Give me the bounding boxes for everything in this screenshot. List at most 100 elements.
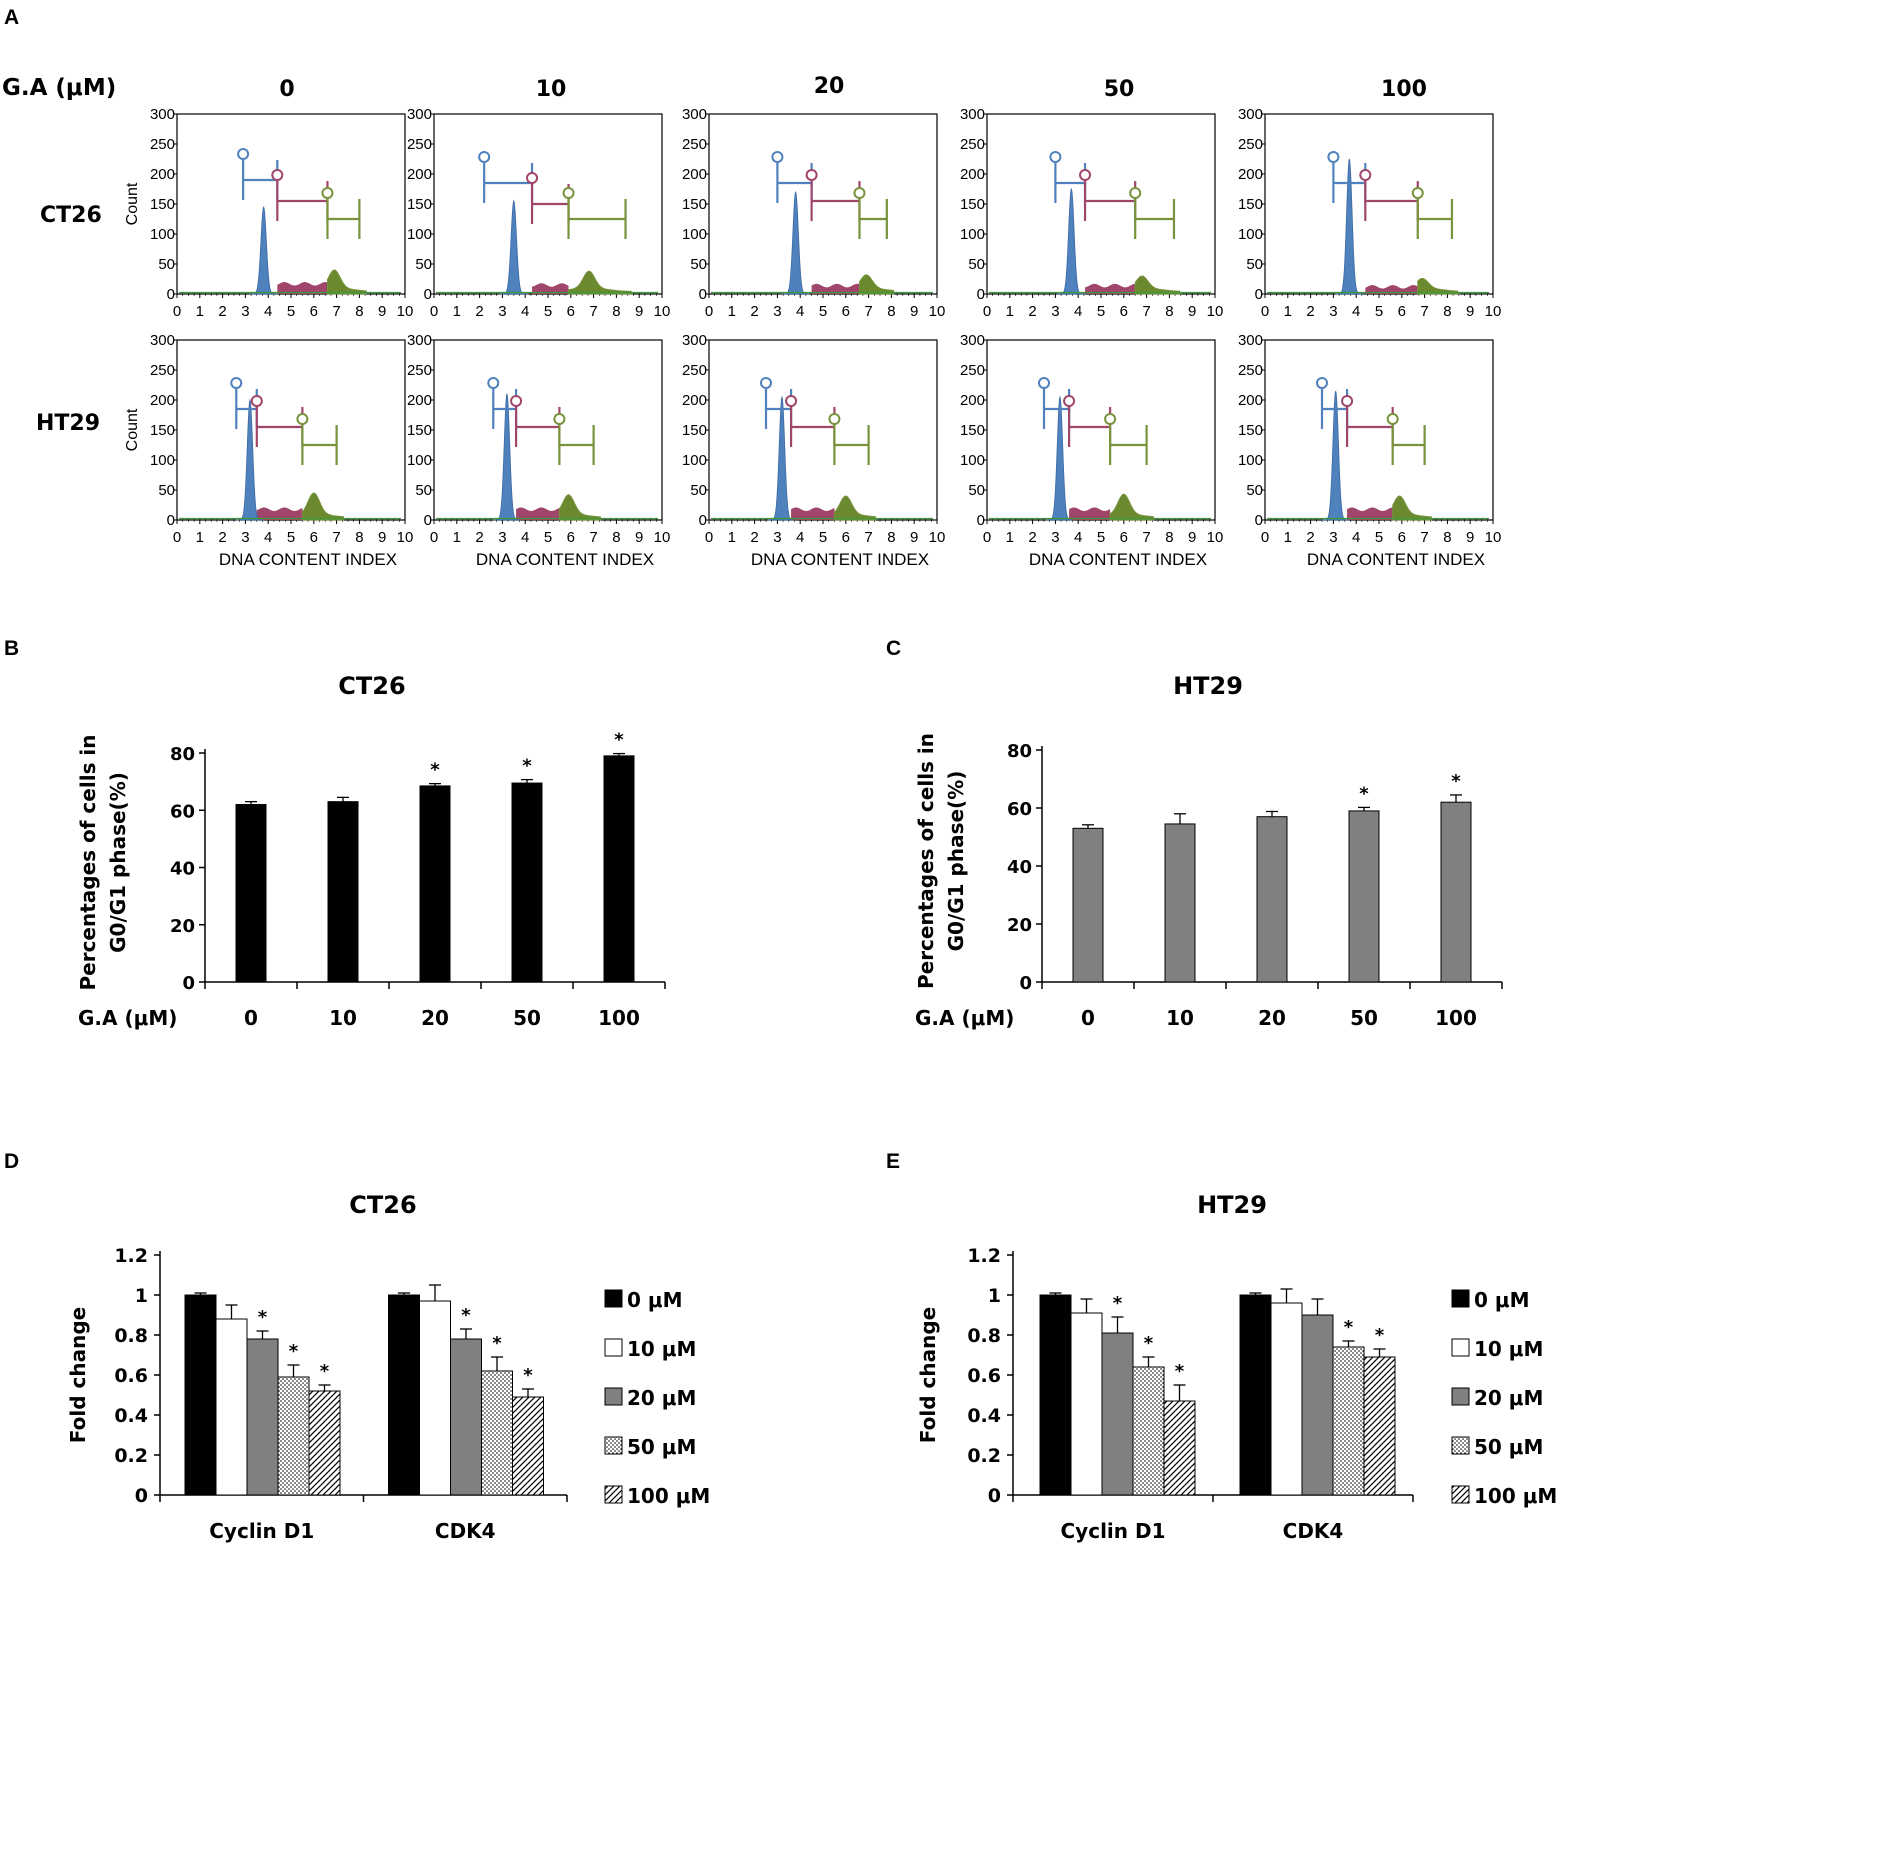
y-tick-label: 0.4 (114, 1405, 148, 1427)
bar-cdk4-series-1 (1270, 1302, 1303, 1496)
significance-star: * (1175, 1361, 1185, 1382)
y-tick-label: 0 (1255, 512, 1263, 529)
s-phase-area (811, 283, 860, 294)
x-tick-label: 4 (264, 303, 272, 320)
y-tick-label: 1.2 (967, 1245, 1001, 1267)
y-tick-label: 0.8 (967, 1325, 1001, 1347)
x-tick-label: 10 (1166, 1006, 1194, 1030)
x-tick-label: 7 (1142, 529, 1150, 546)
x-tick-label: 10 (929, 529, 946, 546)
x-tick-label: 7 (864, 529, 872, 546)
y-tick-label: 0 (167, 286, 175, 303)
g1-peak (500, 199, 528, 295)
gate-handle (250, 395, 263, 407)
x-tick-label: 6 (842, 529, 850, 546)
x-tick-label: 2 (750, 303, 758, 320)
significance-star: * (320, 1361, 330, 1382)
y-tick-label: 150 (960, 196, 985, 213)
g1-peak (493, 392, 521, 521)
x-tick-label: 8 (612, 529, 620, 546)
x-tick-label: 1 (196, 529, 204, 546)
x-tick-label: 4 (521, 529, 529, 546)
x-tick-label: 0 (430, 303, 438, 320)
bar-cyclin-d1-series-4 (308, 1390, 341, 1496)
x-tick-label: 6 (567, 303, 575, 320)
bar-cyclin-d1-series-0 (1039, 1294, 1072, 1496)
gate-handle (321, 187, 334, 199)
x-tick-label: 7 (332, 303, 340, 320)
legend-label: 10 μM (627, 1337, 696, 1361)
legend-label: 0 μM (1474, 1288, 1530, 1312)
x-tick-label: 6 (1398, 529, 1406, 546)
bar-0 (1072, 827, 1104, 983)
g1-peak (1057, 187, 1086, 295)
g1-peak (768, 395, 796, 521)
bar-cdk4-series-4 (1363, 1356, 1396, 1496)
s-phase-area (791, 507, 835, 520)
y-tick-label: 200 (682, 392, 707, 409)
s-phase-area (1365, 285, 1418, 294)
x-tick-label: 0 (1081, 1006, 1095, 1030)
x-tick-label: 10 (1207, 303, 1224, 320)
x-tick-label: 0 (1261, 529, 1269, 546)
panel-label-d: D (4, 1150, 19, 1173)
s-phase-area (532, 283, 569, 294)
y-tick-label: 20 (170, 916, 195, 937)
bar-cyclin-d1-series-3 (1132, 1366, 1165, 1496)
x-tick-label: 7 (864, 303, 872, 320)
gate-handle (478, 151, 491, 163)
x-tick-label: 10 (654, 529, 671, 546)
x-tick-label: 2 (750, 529, 758, 546)
x-tick-label: 9 (378, 529, 386, 546)
significance-star: * (523, 1365, 533, 1386)
x-tick-label: 3 (1329, 529, 1337, 546)
legend-swatch (604, 1289, 623, 1308)
x-tick-label: 5 (544, 529, 552, 546)
x-tick-label: 50 (1350, 1006, 1378, 1030)
bar-cyclin-d1-series-1 (215, 1318, 248, 1496)
x-tick-label: 1 (728, 303, 736, 320)
x-tick-label: 6 (1120, 529, 1128, 546)
x-axis-label: G.A (μM) (915, 1006, 1014, 1030)
y-tick-label: 0 (1019, 973, 1032, 994)
x-tick-label: 10 (397, 303, 414, 320)
g1-peak (1321, 389, 1350, 521)
y-tick-label: 300 (682, 106, 707, 123)
x-tick-label: 9 (910, 303, 918, 320)
y-tick-label: 0.6 (114, 1365, 148, 1387)
gate-g2 (553, 413, 595, 465)
g2-peak (568, 270, 634, 295)
y-tick-label: 50 (1246, 482, 1263, 499)
x-tick-label: 5 (544, 303, 552, 320)
y-tick-label: 250 (150, 136, 175, 153)
g1-peak (781, 190, 810, 295)
g2-peak (858, 274, 895, 295)
gate-handle (510, 395, 523, 407)
x-tick-label: 4 (1352, 303, 1360, 320)
x-tick-label: 10 (329, 1006, 357, 1030)
y-axis-label-line2: G0/G1 phase(%) (944, 771, 968, 952)
x-tick-label: 9 (635, 303, 643, 320)
gate-handle (1386, 413, 1399, 425)
x-tick-label: 2 (218, 303, 226, 320)
legend-label: 0 μM (627, 1288, 683, 1312)
y-tick-label: 200 (1238, 392, 1263, 409)
x-axis-label: G.A (μM) (78, 1006, 177, 1030)
g1-peak (236, 398, 264, 521)
x-tick-label: 2 (475, 303, 483, 320)
plot-frame (433, 339, 663, 521)
bar-cdk4-series-3 (1332, 1346, 1365, 1496)
panel-label-e: E (886, 1150, 900, 1173)
gate-s (1079, 169, 1137, 221)
significance-star: * (522, 756, 532, 777)
x-tick-label: 1 (1284, 303, 1292, 320)
legend-label: 20 μM (1474, 1386, 1543, 1410)
x-tick-label: 7 (1420, 529, 1428, 546)
g2-peak (1417, 277, 1460, 295)
legend-swatch (604, 1387, 623, 1406)
cell-line-label-ct26: CT26 (40, 203, 102, 228)
x-tick-label: 4 (264, 529, 272, 546)
